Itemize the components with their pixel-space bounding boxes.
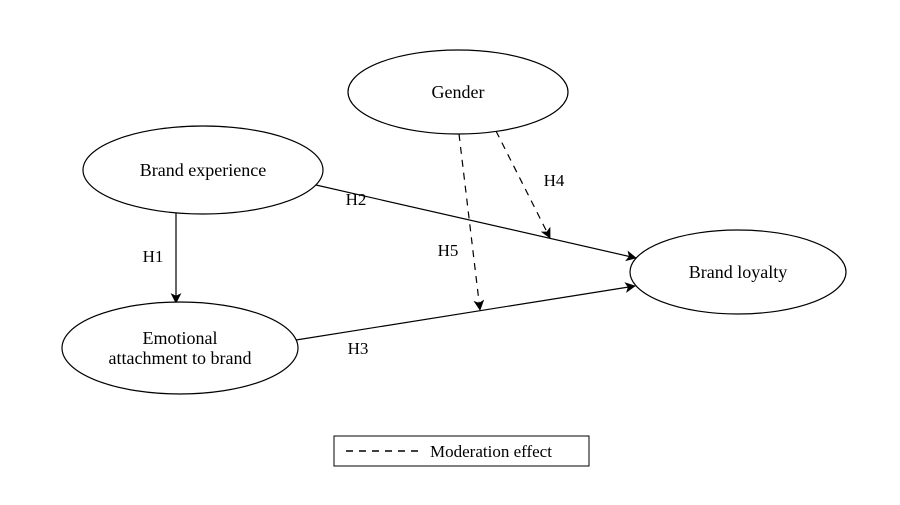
nodes-layer: Brand experience Gender Emotionalattachmen… [62,50,846,394]
conceptual-model-diagram: Brand experience Gender Emotionalattachmen… [0,0,900,505]
node-label-brand_experience-line0: Brand experience [140,160,266,180]
edge-H3 [296,286,635,340]
node-brand_experience: Brand experience [83,126,323,214]
node-emotional_attachment: Emotionalattachment to brand [62,302,298,394]
legend-text: Moderation effect [430,442,552,461]
node-label-emotional_attachment-line1: attachment to brand [109,348,252,368]
edge-H4 [496,131,550,238]
legend: Moderation effect [334,436,589,466]
edge-label-H2: H2 [346,190,367,209]
node-label-emotional_attachment-line0: Emotional [143,328,218,348]
edge-label-H1: H1 [143,247,164,266]
node-label-gender-line0: Gender [432,82,485,102]
edge-label-H4: H4 [544,171,565,190]
edge-label-H3: H3 [348,339,369,358]
node-brand_loyalty: Brand loyalty [630,230,846,314]
edge-label-H5: H5 [438,241,459,260]
node-gender: Gender [348,50,568,134]
node-label-brand_loyalty-line0: Brand loyalty [689,262,787,282]
